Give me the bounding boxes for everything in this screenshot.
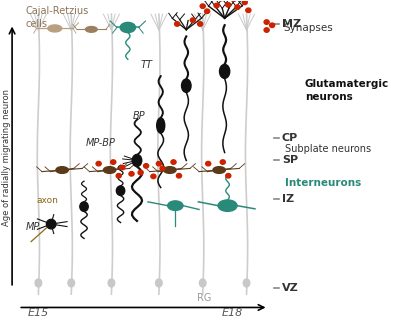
Circle shape	[129, 172, 134, 176]
Text: TT: TT	[140, 60, 152, 70]
Circle shape	[204, 9, 210, 13]
Circle shape	[171, 160, 176, 164]
Ellipse shape	[116, 186, 125, 195]
Text: MZ: MZ	[282, 19, 301, 29]
Ellipse shape	[213, 167, 225, 173]
Ellipse shape	[200, 279, 206, 287]
Circle shape	[176, 174, 182, 178]
Circle shape	[246, 8, 251, 13]
Ellipse shape	[164, 167, 176, 173]
Text: Synapses: Synapses	[283, 23, 333, 33]
Text: Interneurons: Interneurons	[285, 178, 361, 188]
Circle shape	[242, 0, 247, 4]
Text: IZ: IZ	[282, 194, 294, 204]
Circle shape	[226, 174, 231, 178]
Circle shape	[214, 3, 219, 8]
Ellipse shape	[103, 167, 116, 173]
Circle shape	[206, 161, 211, 166]
Ellipse shape	[86, 27, 97, 32]
Circle shape	[144, 164, 149, 168]
Circle shape	[198, 22, 203, 26]
Text: E15: E15	[28, 308, 49, 318]
Ellipse shape	[35, 279, 42, 287]
Ellipse shape	[168, 201, 183, 211]
Text: VZ: VZ	[282, 283, 299, 293]
Ellipse shape	[182, 79, 191, 92]
Ellipse shape	[156, 279, 162, 287]
Circle shape	[174, 22, 180, 26]
Ellipse shape	[108, 279, 115, 287]
Circle shape	[220, 160, 225, 164]
Ellipse shape	[48, 25, 62, 32]
Text: Cajal-Retzius
cells: Cajal-Retzius cells	[26, 6, 89, 29]
Ellipse shape	[243, 279, 250, 287]
Circle shape	[264, 20, 269, 24]
Circle shape	[231, 0, 236, 1]
Text: Subplate neurons: Subplate neurons	[285, 144, 371, 154]
Circle shape	[160, 166, 165, 171]
Ellipse shape	[120, 22, 136, 32]
Ellipse shape	[56, 167, 68, 173]
Circle shape	[151, 174, 156, 178]
Circle shape	[235, 5, 240, 9]
Ellipse shape	[80, 202, 88, 211]
Text: MP-BP: MP-BP	[86, 138, 116, 148]
Circle shape	[190, 18, 196, 22]
Text: MP: MP	[26, 222, 40, 232]
Text: CP: CP	[282, 133, 298, 143]
Circle shape	[156, 161, 162, 166]
Circle shape	[138, 170, 143, 175]
Circle shape	[218, 0, 224, 1]
Ellipse shape	[132, 154, 142, 167]
Ellipse shape	[220, 65, 230, 78]
Text: E18: E18	[221, 308, 242, 318]
Text: axon: axon	[36, 196, 58, 205]
Circle shape	[120, 165, 125, 170]
Text: Age of radially migrating neuron: Age of radially migrating neuron	[2, 89, 11, 226]
Circle shape	[96, 161, 101, 166]
Text: Glutamatergic
neurons: Glutamatergic neurons	[305, 79, 389, 102]
Circle shape	[270, 23, 275, 28]
Ellipse shape	[68, 279, 74, 287]
Circle shape	[200, 4, 205, 8]
Circle shape	[226, 3, 231, 7]
Circle shape	[264, 28, 269, 32]
Circle shape	[111, 160, 116, 164]
Ellipse shape	[218, 200, 237, 211]
Text: RG: RG	[197, 293, 212, 303]
Ellipse shape	[157, 118, 165, 133]
Text: BP: BP	[132, 111, 145, 121]
Ellipse shape	[46, 219, 56, 229]
Text: SP: SP	[282, 155, 298, 165]
Circle shape	[116, 174, 121, 178]
